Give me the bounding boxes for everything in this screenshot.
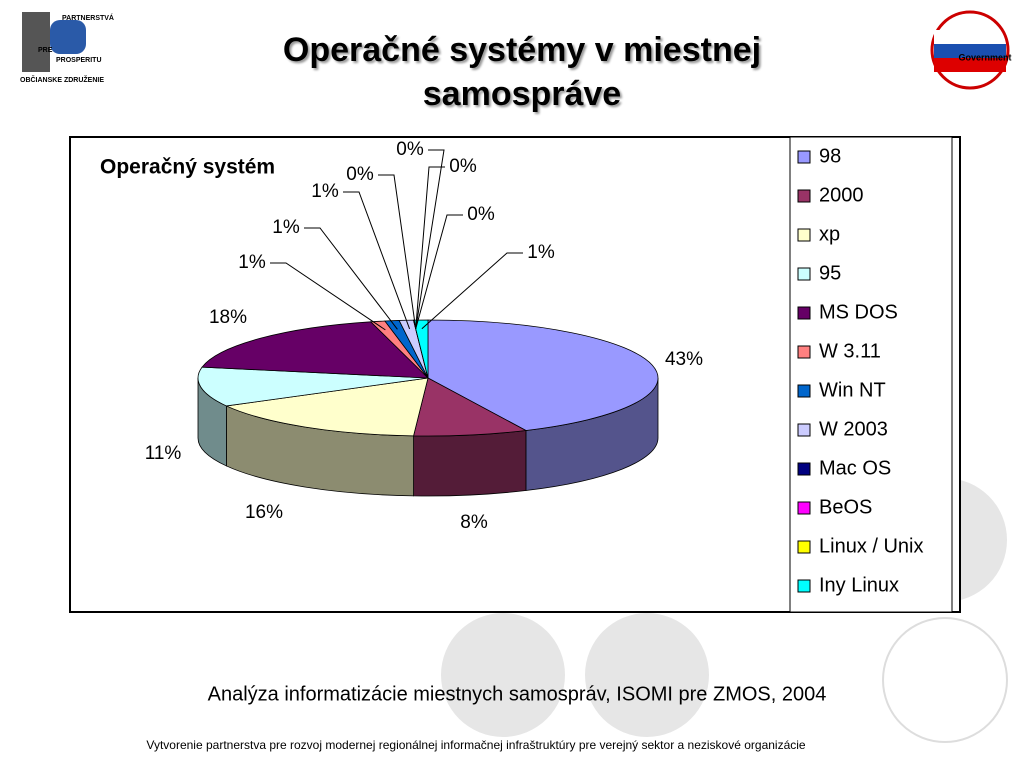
legend-label: Mac OS [819,457,891,479]
legend-label: xp [819,223,840,245]
data-label: 0% [467,204,495,225]
legend-swatch [797,501,811,515]
legend-swatch [797,423,811,437]
data-label: 8% [460,512,488,533]
chart-title: Operačný systém [100,156,275,179]
legend-label: 2000 [819,184,864,206]
logo-text: Government [958,52,1011,62]
legend-swatch [797,384,811,398]
legend-swatch [797,462,811,476]
legend-swatch [797,306,811,320]
slice [197,366,429,407]
logo-text: PRE [38,47,53,54]
data-label: 1% [238,252,266,273]
legend-swatch [797,267,811,281]
leader-line [270,262,386,331]
legend-label: 98 [819,145,841,167]
legend-swatch [797,345,811,359]
legend-label: Iny Linux [819,574,899,596]
logo-text: OBČIANSKE ZDRUŽENIE [20,75,104,84]
data-label: 0% [396,139,424,160]
pie: 43% 8% 16% 11% 18% 1% 1% 1% 0% 0% 0% 0% 1% [145,139,703,533]
logo-left: PARTNERSTVÁ PRE PROSPERITU OBČIANSKE ZDR… [20,12,114,84]
legend-swatch [797,579,811,593]
data-label: 1% [272,217,300,238]
leader-line [415,166,445,329]
slice-side [413,430,527,497]
legend-label: MS DOS [819,301,898,323]
legend-frame [789,136,953,613]
slice [201,321,430,379]
data-label: 1% [311,181,339,202]
leader-line [343,191,411,330]
slice [413,319,429,379]
data-label: 1% [527,242,555,263]
legend-label: Linux / Unix [819,535,924,557]
data-label: 11% [145,443,182,464]
leader-line [415,149,445,329]
leader-line [304,227,398,330]
legend-swatch [797,150,811,164]
legend-swatch [797,540,811,554]
leader-line [421,252,523,330]
legend-label: W 3.11 [819,340,881,362]
data-label: 0% [449,156,477,177]
footer: Vytvorenie partnerstva pre rozvoj modern… [146,738,806,752]
logo-text: PROSPERITU [56,57,102,64]
leader-line [378,174,417,329]
legend-label: Win NT [819,379,886,401]
legend-label: BeOS [819,496,872,518]
slice [427,319,659,431]
logo-right: Government [930,10,1012,90]
caption: Analýza informatizácie miestnych samospr… [208,683,827,705]
logo-text: PARTNERSTVÁ [62,13,114,22]
legend-label: 95 [819,262,841,284]
leader-line [415,214,463,329]
legend-swatch [797,189,811,203]
slide-title: Operačné systémy v miestnej samospráve [282,31,762,113]
data-label: 16% [245,502,283,523]
slice [413,377,528,437]
data-label: 18% [209,307,247,328]
data-label: 43% [665,349,703,370]
data-label: 0% [346,164,374,185]
legend-label: W 2003 [819,418,888,440]
slice [225,377,429,437]
legend-swatch [797,228,811,242]
